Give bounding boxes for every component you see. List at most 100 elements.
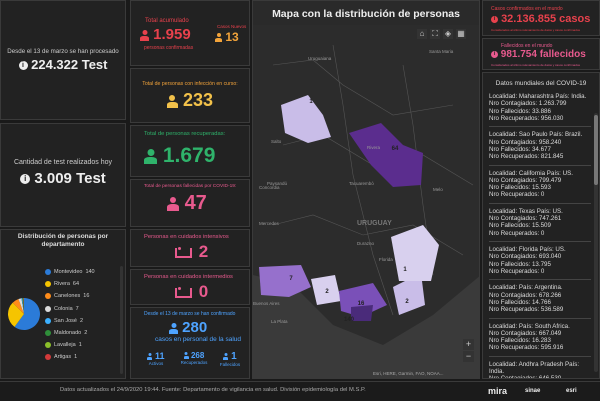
health-stat-activos: 11 Activos	[141, 352, 171, 366]
accumulated-sub: personas confirmadas	[144, 45, 193, 51]
home-icon[interactable]: ⌂	[417, 29, 427, 39]
world-confirmed-label: Casos confirmados en el mundo	[491, 6, 563, 12]
map-label: Durazno	[357, 241, 375, 246]
world-entry-stat: Nro Fallecidos: 15.593	[489, 184, 591, 191]
legend-swatch	[45, 342, 51, 348]
map-label: Paysandú	[267, 181, 288, 186]
info-icon: i	[491, 16, 498, 23]
health-staff-value-row: 280	[169, 320, 207, 335]
health-staff-panel: Desde el 13 de marzo se han confirmado 2…	[130, 307, 250, 379]
scroll-thumb[interactable]	[594, 115, 598, 185]
health-stat-label: Recuperados	[176, 360, 212, 365]
person-icon	[223, 353, 228, 360]
map-label: URUGUAY	[357, 220, 392, 227]
tests-today-panel: Cantidad de test realizados hoy i 3.009 …	[0, 123, 126, 227]
map-label: Tacuarembó	[349, 181, 374, 186]
distribution-item-value: 2	[84, 330, 87, 336]
distribution-item-label: Maldonado	[54, 330, 81, 336]
accumulated-value: 1.959	[153, 26, 191, 43]
person-icon	[167, 95, 178, 108]
map-label: Melo	[433, 187, 443, 192]
divider	[489, 356, 591, 357]
world-data-entry: Localidad: País: South Africa.Nro Contag…	[489, 323, 591, 357]
tests-today-value: 3.009 Test	[34, 170, 105, 187]
tests-total-value: 224.322 Test	[31, 57, 107, 72]
world-data-entry: Localidad: Florida País: US.Nro Contagia…	[489, 246, 591, 280]
tests-total-value-row: i 224.322 Test	[1, 58, 125, 71]
map-panel: Mapa con la distribución de personas Uru…	[252, 0, 480, 379]
recovered-value-row: 1.679	[144, 145, 215, 166]
fullscreen-icon[interactable]: ⛶	[430, 29, 440, 39]
new-cases-value: 13	[225, 30, 238, 44]
grid-icon[interactable]: ▦	[456, 29, 466, 39]
world-entry-location: Localidad: País: South Africa.	[489, 323, 591, 330]
world-entry-stat: Nro Contagiados: 678.266	[489, 292, 591, 299]
world-deaths-value: 981.754 fallecidos	[501, 49, 586, 60]
world-data-scrollbar[interactable]	[594, 113, 598, 372]
map-badge: 16	[358, 301, 365, 307]
footer-text: Datos actualizados el 24/9/2020 19:44. F…	[60, 387, 366, 393]
mira-logo: mira	[488, 386, 507, 396]
world-data-panel: Datos mundiales del COVID-19 Localidad: …	[482, 72, 600, 379]
distribution-item-label: Canelones	[54, 293, 80, 299]
map-label: Rivera	[367, 145, 381, 150]
deaths-panel: Total de personas fallecidas por COVID-1…	[130, 179, 250, 227]
zoom-in-button[interactable]: +	[463, 339, 474, 350]
world-entry-location: Localidad: País: Argentina.	[489, 284, 591, 291]
intermediate-value-row: 0	[175, 283, 208, 300]
map-label: Buenos Aires	[253, 301, 280, 306]
tests-today-value-row: i 3.009 Test	[1, 171, 125, 186]
world-data-entry: Localidad: Sao Paulo País: Brazil.Nro Co…	[489, 131, 591, 165]
health-stat-label: Fallecidos	[215, 362, 245, 367]
world-entry-stat: Nro Contagiados: 693.040	[489, 253, 591, 260]
world-entry-location: Localidad: California País: US.	[489, 170, 591, 177]
distribution-item-value: 64	[73, 281, 79, 287]
divider	[489, 318, 591, 319]
tests-today-label: Cantidad de test realizados hoy	[3, 159, 123, 167]
sinae-logo: sinae	[525, 388, 540, 394]
health-stat-recuperados: 268 Recuperados	[176, 352, 212, 365]
active-label: Total de personas con infección en curso…	[133, 81, 247, 87]
world-data-list[interactable]: Localidad: Maharashtra País: India.Nro C…	[489, 93, 591, 378]
world-data-entry: Localidad: Maharashtra País: India.Nro C…	[489, 93, 591, 127]
deaths-value-row: 47	[167, 193, 207, 213]
map-badge: 140	[344, 317, 355, 323]
world-deaths-note: Considerados al último relevamiento de d…	[491, 63, 580, 67]
map-attribution: Esri, HERE, Garmin, FAO, NOAA...	[373, 371, 444, 376]
world-confirmed-value-row: i 32.136.855 casos	[491, 14, 590, 25]
distribution-item-label: Montevideo	[54, 269, 82, 275]
active-panel: Total de personas con infección en curso…	[130, 68, 250, 123]
zoom-out-button[interactable]: −	[463, 351, 474, 362]
deaths-value: 47	[185, 192, 207, 214]
person-icon	[215, 33, 222, 42]
world-entry-location: Localidad: Florida País: US.	[489, 246, 591, 253]
health-stat-fallecidos: 1 Fallecidos	[215, 352, 245, 367]
world-entry-stat: Nro Contagiados: 747.261	[489, 215, 591, 222]
layers-icon[interactable]: ◈	[443, 29, 453, 39]
distribution-item-value: 1	[74, 354, 77, 360]
recovered-panel: Total de personas recuperadas: 1.679	[130, 125, 250, 177]
legend-swatch	[45, 306, 51, 312]
distribution-scrollbar[interactable]	[120, 266, 123, 374]
distribution-item-label: San José	[54, 318, 77, 324]
person-icon	[167, 197, 179, 211]
world-entry-location: Localidad: Andhra Pradesh País: India.	[489, 361, 591, 376]
divider	[489, 279, 591, 280]
bed-icon	[175, 248, 192, 258]
world-entry-stat: Nro Fallecidos: 16.283	[489, 337, 591, 344]
icu-panel: Personas en cuidados intensivos 2	[130, 229, 250, 267]
distribution-item-value: 2	[80, 318, 83, 324]
region-montevideo[interactable]	[351, 305, 373, 321]
bed-icon	[175, 288, 192, 298]
map-canvas[interactable]: Uruguaiana Santa Maria URUGUAY Concordia…	[253, 25, 480, 379]
map-label: Uruguaiana	[308, 56, 332, 61]
world-data-entry: Localidad: Andhra Pradesh País: India.Nr…	[489, 361, 591, 378]
